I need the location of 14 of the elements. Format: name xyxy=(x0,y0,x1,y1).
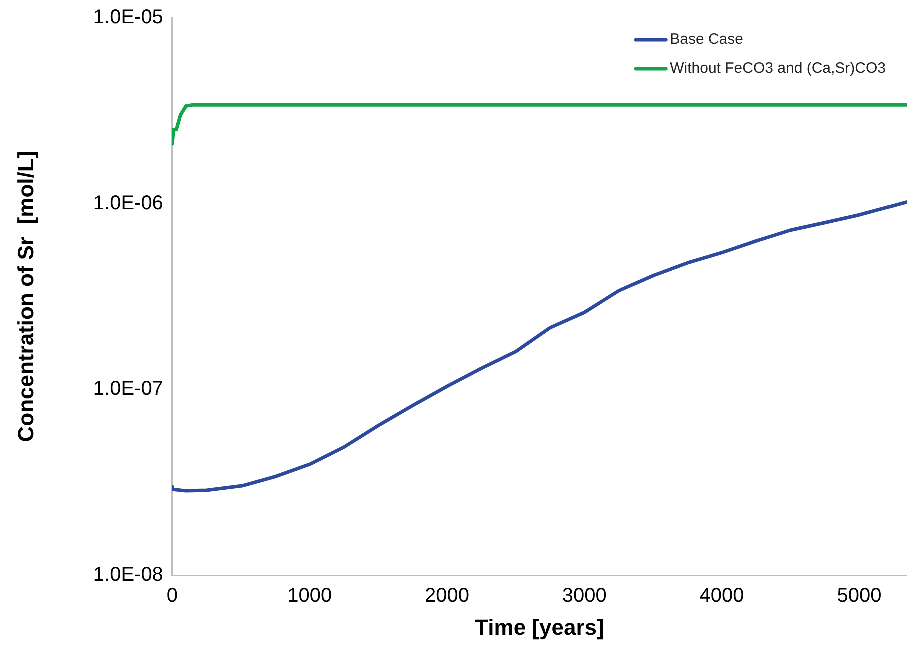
y-tick-label: 1.0E-05 xyxy=(93,6,164,29)
x-axis-title: Time [years] xyxy=(475,614,604,640)
x-tick-label: 1000 xyxy=(288,585,332,608)
legend-label: Without FeCO3 and (Ca,Sr)CO3 xyxy=(670,60,886,78)
y-axis-title: Concentration of Sr [mol/L] xyxy=(13,151,38,442)
x-tick-label: 0 xyxy=(166,585,178,608)
x-tick-label: 3000 xyxy=(562,585,607,608)
x-tick-label: 5000 xyxy=(837,585,882,608)
y-tick-label: 1.0E-06 xyxy=(93,192,164,214)
x-tick-label: 2000 xyxy=(425,585,470,608)
y-tick-label: 1.0E-08 xyxy=(93,564,164,586)
y-tick-label: 1.0E-07 xyxy=(93,378,164,400)
x-tick-label: 4000 xyxy=(700,585,744,608)
legend-label: Base Case xyxy=(670,31,744,48)
